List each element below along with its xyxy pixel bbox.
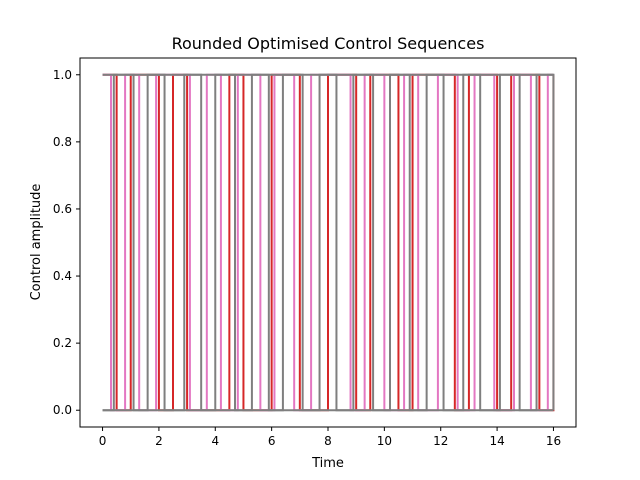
y-axis-label: Control amplitude	[29, 184, 44, 301]
x-tick-label: 12	[433, 434, 448, 448]
x-tick-label: 6	[268, 434, 276, 448]
x-axis-label: Time	[311, 456, 344, 471]
y-axis: 0.0 0.2 0.4 0.6 0.8 1.0	[53, 68, 80, 417]
x-tick-label: 10	[377, 434, 392, 448]
x-axis: 0 2 4 6 8 10 12 14 16	[99, 427, 561, 448]
x-tick-label: 2	[155, 434, 163, 448]
y-tick-label: 0.8	[53, 135, 72, 149]
x-tick-label: 4	[211, 434, 219, 448]
x-tick-label: 14	[489, 434, 504, 448]
y-tick-label: 1.0	[53, 68, 72, 82]
x-tick-label: 16	[546, 434, 561, 448]
x-tick-label: 0	[99, 434, 107, 448]
y-tick-label: 0.0	[53, 403, 72, 417]
y-tick-label: 0.2	[53, 336, 72, 350]
y-tick-label: 0.6	[53, 202, 72, 216]
x-tick-label: 8	[324, 434, 332, 448]
plot-lines	[102, 73, 555, 412]
chart-title: Rounded Optimised Control Sequences	[172, 34, 485, 53]
y-tick-label: 0.4	[53, 269, 72, 283]
